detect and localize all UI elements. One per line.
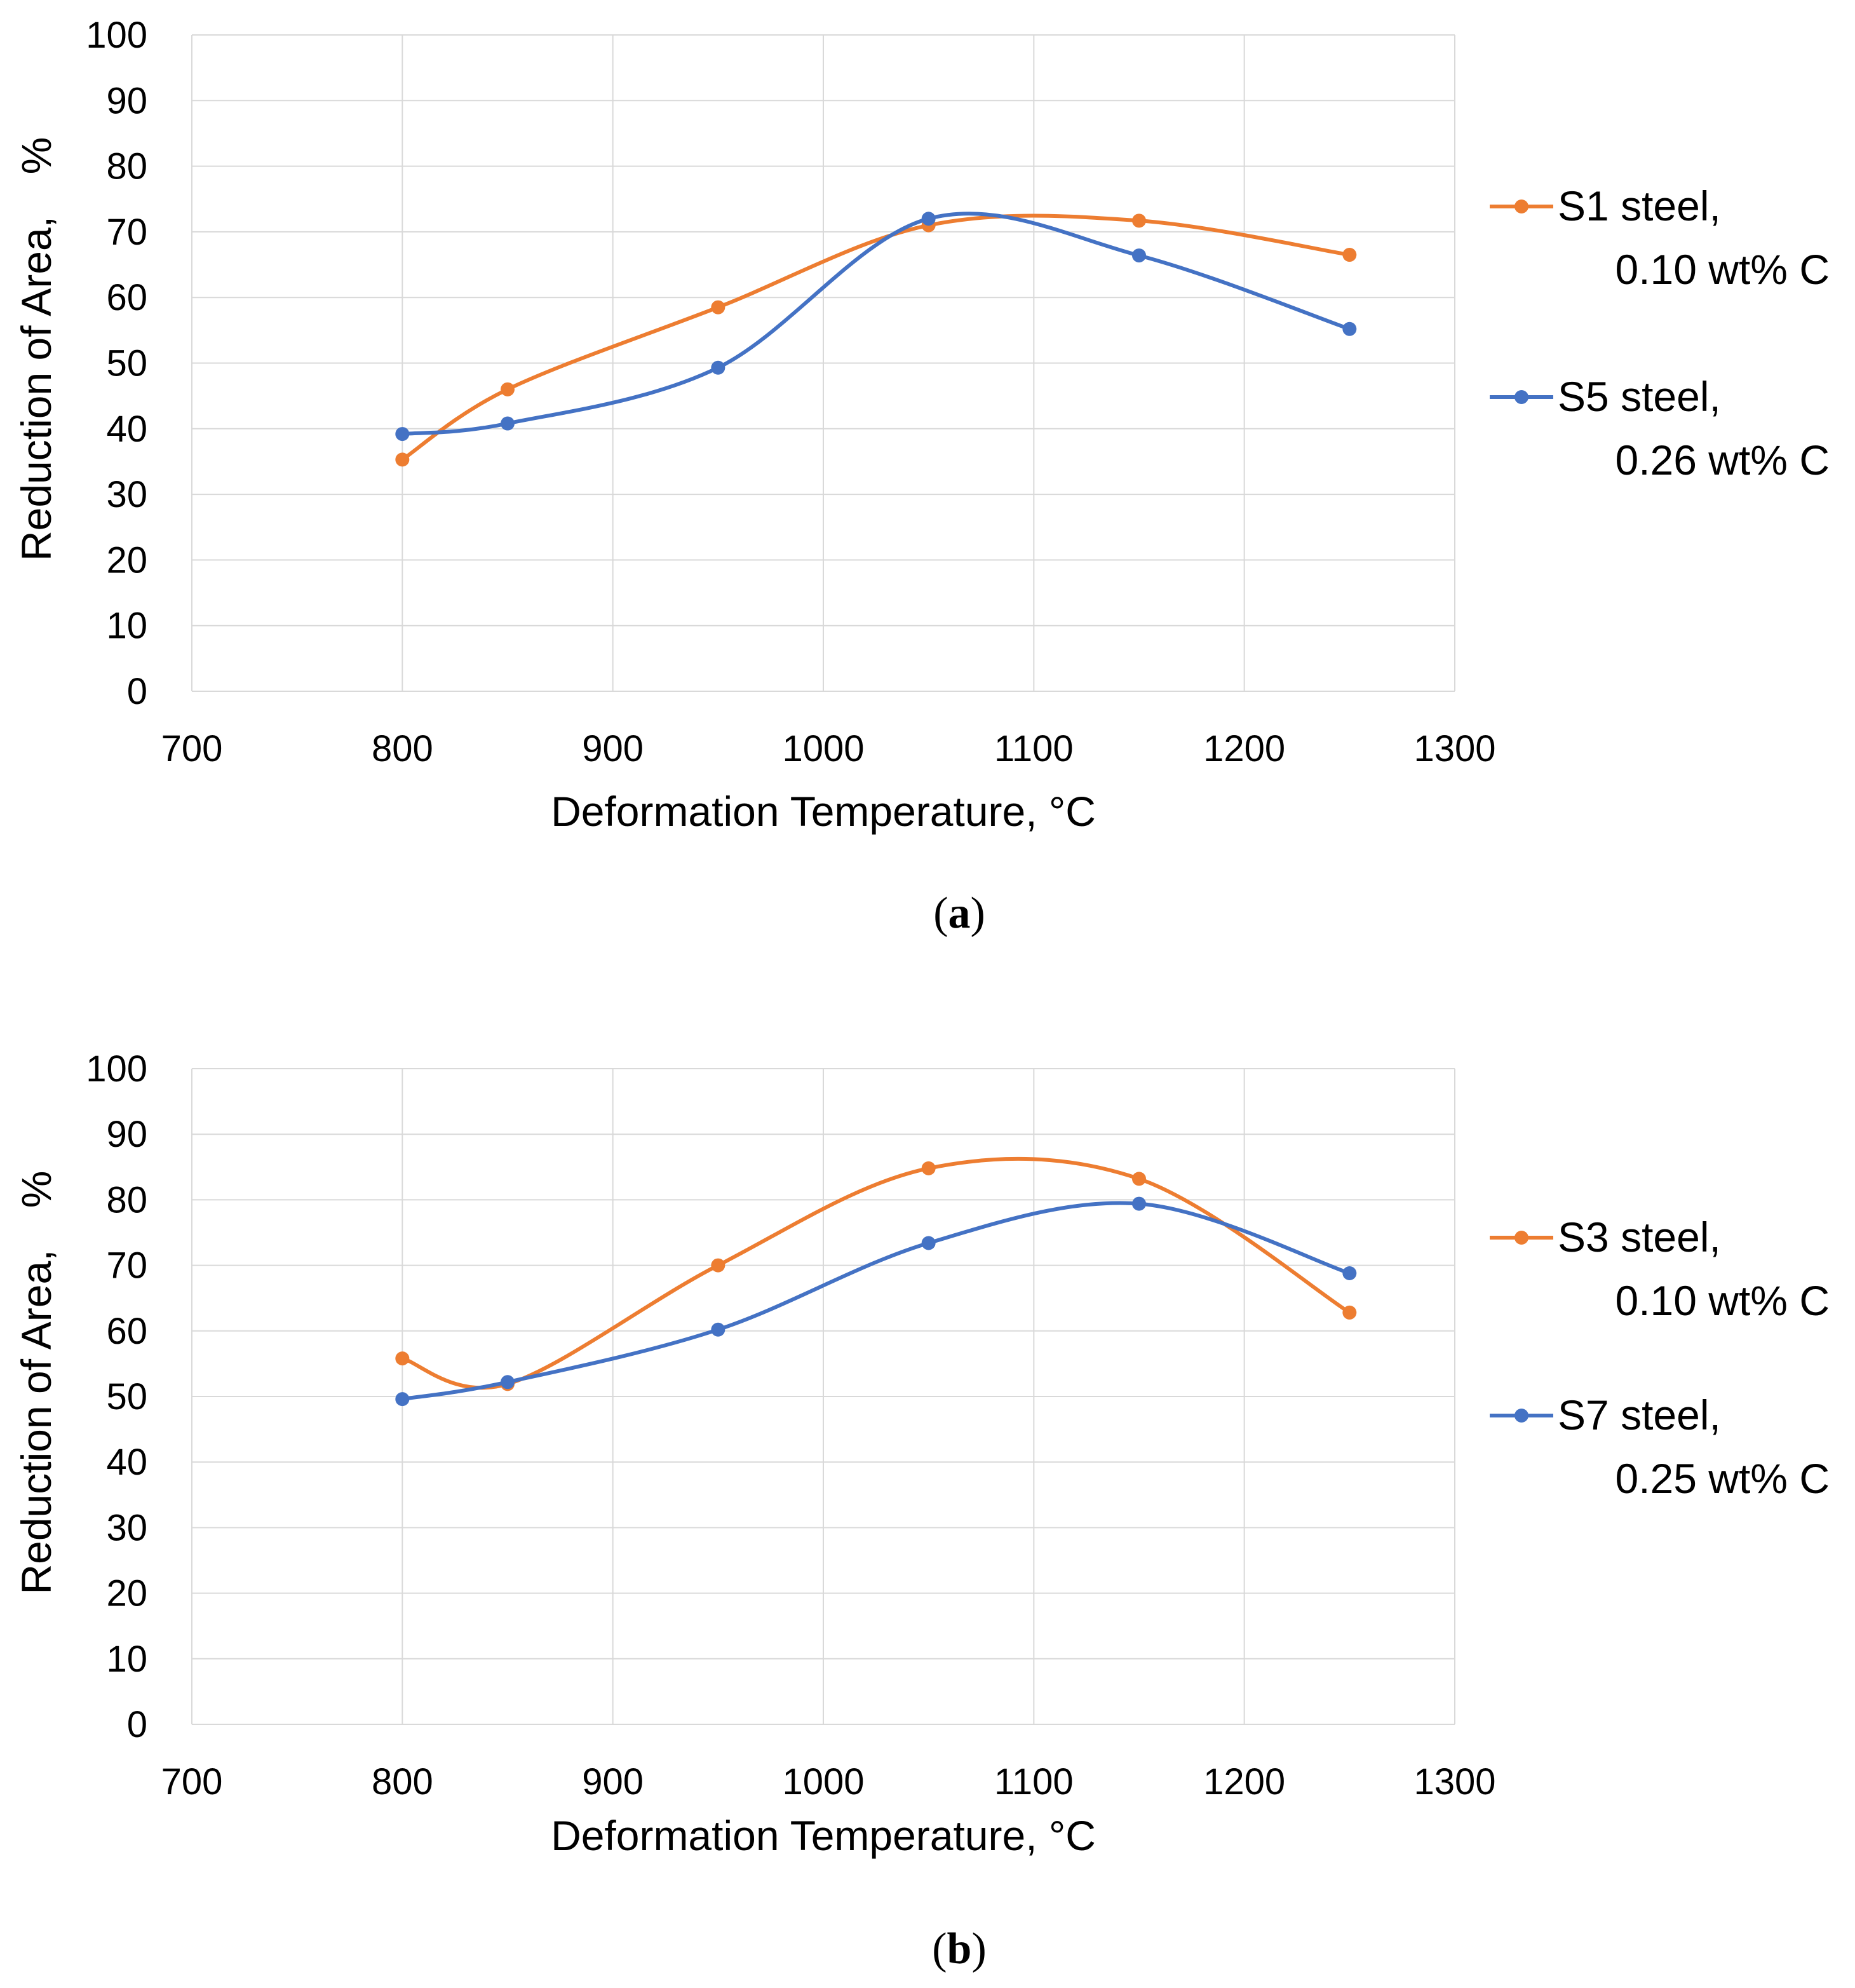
y-axis-title: Reduction of Area, [13, 1249, 60, 1594]
y-tick-label: 100 [86, 1048, 147, 1090]
data-point [395, 1351, 410, 1366]
legend-label-line2: 0.10 wt% C [1616, 1277, 1830, 1324]
legend-marker [1514, 199, 1528, 213]
x-tick-label: 700 [161, 728, 223, 769]
y-tick-label: 80 [106, 1179, 147, 1221]
x-tick-label: 1100 [994, 1761, 1074, 1802]
y-axis-unit: % [13, 137, 60, 175]
data-point [711, 1322, 725, 1337]
data-point [1342, 321, 1357, 336]
x-tick-label: 800 [372, 1761, 433, 1802]
data-point [711, 1258, 725, 1273]
x-tick-label: 900 [582, 1761, 644, 1802]
data-point [921, 1236, 936, 1250]
legend-entry-0: S3 steel, 0.10 wt% C [1490, 1214, 1830, 1324]
series-line [401, 1156, 1351, 1390]
data-point [1342, 1305, 1357, 1320]
legend-entry-1: S7 steel, 0.25 wt% C [1490, 1391, 1830, 1502]
x-tick-label: 1200 [1203, 1761, 1285, 1802]
legend-label-line2: 0.26 wt% C [1616, 436, 1830, 483]
data-point [1132, 1196, 1146, 1211]
data-point [395, 452, 410, 467]
x-axis-title: Deformation Temperature, °C [551, 788, 1096, 835]
y-tick-label: 60 [106, 277, 147, 318]
data-point [395, 1392, 410, 1407]
y-tick-label: 50 [106, 343, 147, 384]
data-point [1132, 248, 1146, 263]
legend-label: S1 steel, [1558, 182, 1721, 229]
chart-panel-b: 0 10 20 30 40 50 60 70 80 90 100 700 800 900 1000 1100 1… [13, 1048, 1830, 1973]
y-tick-label: 80 [106, 146, 147, 187]
x-tick-label: 700 [161, 1761, 223, 1802]
legend-label-line2: 0.10 wt% C [1616, 246, 1830, 293]
x-tick-label: 1000 [782, 728, 864, 769]
panel-label: (a) [933, 889, 985, 938]
data-point [921, 1161, 936, 1175]
data-point [711, 300, 725, 314]
y-tick-label: 40 [106, 1442, 147, 1483]
x-tick-label: 800 [372, 728, 433, 769]
legend-label: S5 steel, [1558, 373, 1721, 420]
y-axis-title: Reduction of Area, [13, 216, 60, 561]
legend-entry-1: S5 steel, 0.26 wt% C [1490, 373, 1830, 483]
panel-label: (b) [932, 1924, 987, 1973]
y-tick-label: 40 [106, 409, 147, 450]
chart-panel-a: 0 10 20 30 40 50 60 70 80 90 100 700 800 900 1000 1100 1… [13, 15, 1830, 938]
data-point [501, 416, 515, 431]
legend-entry-0: S1 steel, 0.10 wt% C [1490, 182, 1830, 293]
series-1 [395, 212, 1357, 442]
x-tick-label: 900 [582, 728, 644, 769]
x-tick-label: 1100 [994, 728, 1074, 769]
y-tick-label: 10 [106, 1639, 147, 1680]
data-point [501, 1375, 515, 1390]
legend-marker [1514, 390, 1528, 404]
series-line [401, 212, 1351, 436]
data-point [711, 360, 725, 375]
data-point [501, 382, 515, 396]
legend-label: S3 steel, [1558, 1214, 1721, 1261]
x-axis-title: Deformation Temperature, °C [551, 1812, 1096, 1859]
legend-label: S7 steel, [1558, 1391, 1721, 1438]
gridlines [191, 1068, 1455, 1725]
y-tick-label: 30 [106, 474, 147, 515]
y-tick-label: 90 [106, 1114, 147, 1155]
legend-marker [1514, 1409, 1528, 1423]
data-point [1132, 1172, 1146, 1186]
x-tick-label: 1200 [1203, 728, 1285, 769]
data-point [395, 427, 410, 442]
y-tick-label: 20 [106, 1573, 147, 1614]
y-tick-label: 10 [106, 605, 147, 647]
x-tick-label: 1000 [782, 1761, 864, 1802]
x-tick-label: 1300 [1413, 728, 1495, 769]
gridlines [191, 34, 1455, 692]
y-tick-label: 50 [106, 1376, 147, 1417]
data-point [1342, 248, 1357, 262]
y-axis-unit: % [13, 1171, 60, 1208]
y-tick-label: 60 [106, 1311, 147, 1352]
series-line [401, 213, 1350, 461]
series-1 [395, 1196, 1357, 1407]
y-tick-label: 70 [106, 212, 147, 253]
y-tick-label: 90 [106, 80, 147, 121]
y-tick-label: 100 [86, 15, 147, 56]
y-tick-label: 0 [127, 671, 147, 712]
data-point [1342, 1266, 1357, 1280]
data-point [921, 212, 936, 226]
legend-label-line2: 0.25 wt% C [1616, 1455, 1830, 1502]
series-0 [395, 1156, 1357, 1391]
x-tick-label: 1300 [1413, 1761, 1495, 1802]
legend-marker [1514, 1231, 1528, 1245]
y-tick-label: 30 [106, 1507, 147, 1548]
data-point [1132, 213, 1146, 228]
y-tick-label: 70 [106, 1245, 147, 1287]
y-tick-label: 20 [106, 539, 147, 581]
y-tick-label: 0 [127, 1704, 147, 1745]
